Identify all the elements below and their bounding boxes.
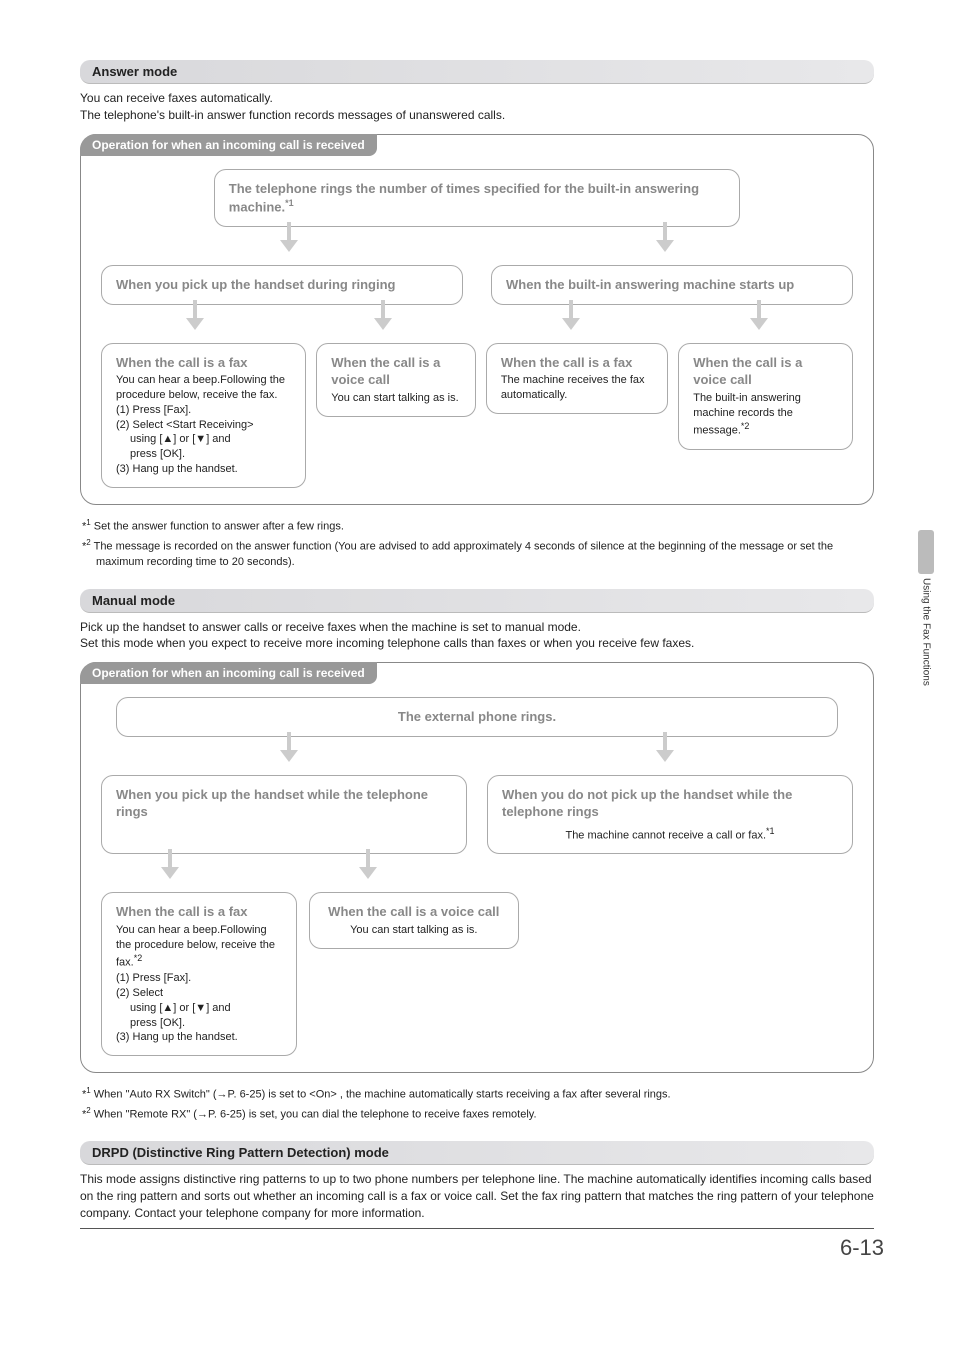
node-title: When the call is a fax [116, 354, 291, 372]
intro-line: Pick up the handset to answer calls or r… [80, 620, 581, 634]
node-body: You can start talking as is. [331, 391, 461, 406]
arrow-down-icon [359, 867, 377, 879]
level-1: The telephone rings the number of times … [101, 169, 853, 227]
root-node: The external phone rings. [116, 697, 838, 737]
answer-mode-header: Answer mode [80, 60, 874, 84]
arrow-down-icon [280, 750, 298, 762]
footnote: *2 The message is recorded on the answer… [82, 537, 874, 570]
manual-flow: Operation for when an incoming call is r… [80, 662, 874, 1073]
footnote: *1 When "Auto RX Switch" (→P. 6-25) is s… [82, 1085, 874, 1103]
side-tab-label: Using the Fax Functions [921, 578, 932, 686]
manual-footnotes: *1 When "Auto RX Switch" (→P. 6-25) is s… [80, 1085, 874, 1123]
arrow-down-icon [750, 318, 768, 330]
node-title: When the built-in answering machine star… [506, 276, 838, 294]
drpd-body: This mode assigns distinctive ring patte… [80, 1171, 874, 1228]
intro-line: Set this mode when you expect to receive… [80, 636, 694, 650]
answer-flow: Operation for when an incoming call is r… [80, 134, 874, 505]
node-title: The external phone rings. [131, 708, 823, 726]
level-2: When you pick up the handset while the t… [101, 775, 853, 855]
manual-mode-intro: Pick up the handset to answer calls or r… [80, 619, 874, 653]
arrow-down-icon [280, 240, 298, 252]
node-no-pickup: When you do not pick up the handset whil… [487, 775, 853, 855]
intro-line: You can receive faxes automatically. [80, 91, 273, 105]
level-1: The external phone rings. [101, 697, 853, 737]
node-voice: When the call is a voice call You can st… [309, 892, 520, 948]
arrow-row [101, 854, 853, 892]
node-pickup: When you pick up the handset while the t… [101, 775, 467, 855]
node-fax-auto: When the call is a fax The machine recei… [486, 343, 668, 414]
node-title: When the call is a fax [501, 354, 653, 372]
node-title: When the call is a voice call [693, 354, 838, 389]
arrow-down-icon [656, 240, 674, 252]
node-title: When the call is a voice call [331, 354, 461, 389]
root-node: The telephone rings the number of times … [214, 169, 740, 227]
node-voice-auto: When the call is a voice call The built-… [678, 343, 853, 450]
node-body: You can hear a beep.Following the proced… [116, 373, 291, 477]
arrow-down-icon [562, 318, 580, 330]
arrow-down-icon [656, 750, 674, 762]
node-pickup: When you pick up the handset during ring… [101, 265, 463, 305]
page-number: 6-13 [840, 1235, 884, 1261]
flow-inner: The external phone rings. When you pick … [87, 669, 867, 1066]
side-tab-indicator [918, 530, 934, 574]
drpd-mode-header: DRPD (Distinctive Ring Pattern Detection… [80, 1141, 874, 1165]
node-title: When you pick up the handset while the t… [116, 786, 452, 821]
node-body: You can start talking as is. [324, 923, 505, 938]
node-voice-pickup: When the call is a voice call You can st… [316, 343, 476, 417]
flow-inner: The telephone rings the number of times … [87, 141, 867, 498]
arrow-down-icon [161, 867, 179, 879]
arrow-row [101, 305, 853, 343]
footnote: *2 When "Remote RX" (→P. 6-25) is set, y… [82, 1105, 874, 1123]
level-2: When you pick up the handset during ring… [101, 265, 853, 305]
intro-line: The telephone's built-in answer function… [80, 108, 505, 122]
node-fax-pickup: When the call is a fax You can hear a be… [101, 343, 306, 488]
side-tab: Using the Fax Functions [916, 530, 936, 720]
flow-tab: Operation for when an incoming call is r… [80, 662, 377, 684]
level-3: When the call is a faxYou can hear a bee… [101, 892, 853, 1056]
arrow-down-icon [186, 318, 204, 330]
manual-mode-header: Manual mode [80, 589, 874, 613]
answer-mode-intro: You can receive faxes automatically. The… [80, 90, 874, 124]
level-3: When the call is a fax You can hear a be… [101, 343, 853, 488]
node-title: When you pick up the handset during ring… [116, 276, 448, 294]
footnote: *1 Set the answer function to answer aft… [82, 517, 874, 535]
node-fax: When the call is a faxYou can hear a bee… [101, 892, 297, 1056]
arrow-row [101, 227, 853, 265]
arrow-down-icon [374, 318, 392, 330]
node-body: The built-in answering machine records t… [693, 391, 838, 439]
page-container: Answer mode You can receive faxes automa… [0, 0, 954, 1279]
node-title: The telephone rings the number of times … [229, 180, 725, 216]
node-body: The machine receives the fax automatical… [501, 373, 653, 403]
node-title: When you do not pick up the handset whil… [502, 786, 838, 821]
answer-footnotes: *1 Set the answer function to answer aft… [80, 517, 874, 570]
node-answering-starts: When the built-in answering machine star… [491, 265, 853, 305]
node-body: The machine cannot receive a call or fax… [502, 825, 838, 844]
node-title: When the call is a voice call [324, 903, 505, 921]
flow-tab: Operation for when an incoming call is r… [80, 134, 377, 156]
arrow-row [101, 737, 853, 775]
